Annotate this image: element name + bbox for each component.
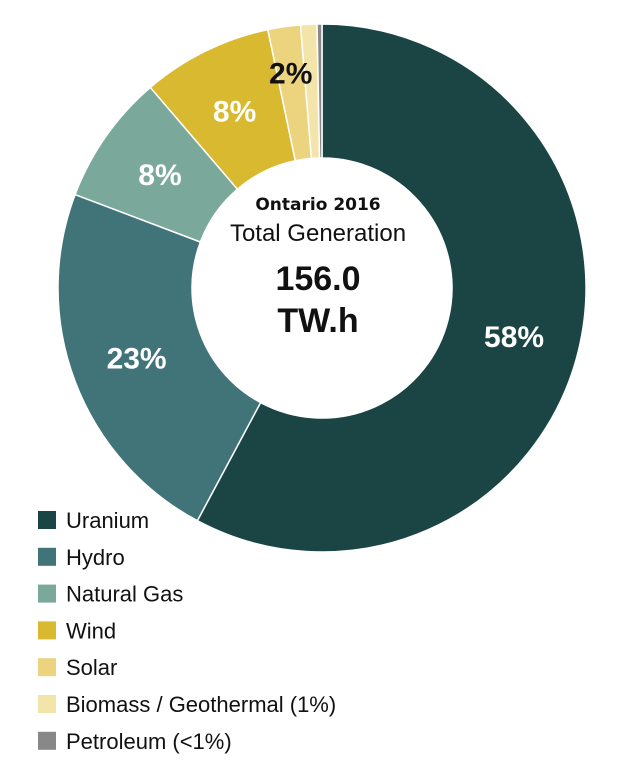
legend-swatch-solar [38,658,56,677]
legend-label-wind: Wind [66,618,116,643]
legend: Uranium Hydro Natural Gas Wind Solar Biomass … [38,508,336,754]
legend-label-solar: Solar [66,655,117,680]
center-label: Ontario 2016 Total Generation 156.0 TW.h [230,195,406,340]
legend-swatch-natural-gas [38,584,56,603]
donut-hole [192,158,452,418]
legend-label-natural-gas: Natural Gas [66,582,183,607]
legend-swatch-hydro [38,547,56,566]
legend-label-uranium: Uranium [66,508,149,533]
slice-labels: 58% 23% 8% 8% 2% [107,57,544,375]
legend-label-hydro: Hydro [66,545,125,570]
legend-swatch-uranium [38,511,56,529]
center-subtitle: Total Generation [230,220,406,247]
center-total-value: 156.0 [275,260,360,298]
legend-swatch-biomass-geothermal-1 [38,695,56,713]
donut-slices [57,23,587,553]
slice-label-wind: 8% [213,95,256,128]
center-total-unit: TW.h [277,302,358,340]
legend-swatch-petroleum-1 [38,731,56,750]
slice-label-natural-gas: 8% [138,159,181,192]
legend-label-biomass-geothermal-1: Biomass / Geothermal (1%) [66,692,336,717]
slice-label-solar: 2% [269,57,312,90]
slice-label-hydro: 23% [107,342,167,375]
slice-label-uranium: 58% [484,321,544,354]
legend-label-petroleum-1: Petroleum (<1%) [66,729,232,754]
center-title: Ontario 2016 [255,195,380,215]
legend-swatch-wind [38,621,56,640]
